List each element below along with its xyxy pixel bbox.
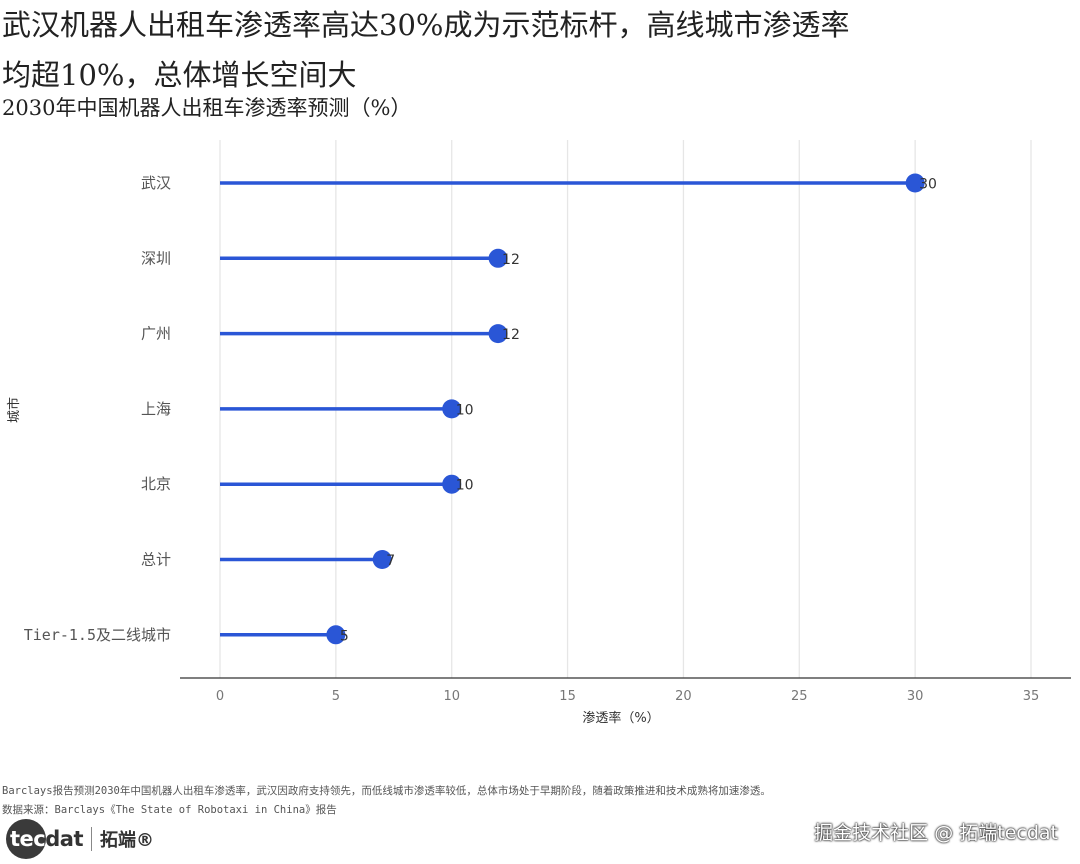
category-label: 上海 [141,400,171,418]
category-label: 武汉 [141,174,171,192]
logo-wordmark-first: tec [10,827,46,851]
x-tick-label: 30 [907,689,924,704]
data-label: 10 [456,478,474,494]
chart-note: Barclays报告预测2030年中国机器人出租车渗透率，武汉因政府支持领先，而… [2,785,771,797]
title-line-1: 武汉机器人出租车渗透率高达30%成为示范标杆，高线城市渗透率 [2,8,850,42]
lollipop-dot [905,173,925,193]
lollipop-dot [488,248,508,268]
data-label: 30 [919,177,937,193]
lollipop-dot [442,474,462,494]
category-label: 北京 [141,475,171,493]
watermark: 掘金技术社区 @ 拓端tecdat [814,822,1058,844]
x-tick-label: 5 [332,689,340,704]
data-label: 5 [340,628,349,644]
data-label: 10 [456,402,474,418]
x-tick-label: 25 [791,689,808,704]
data-source: 数据来源：Barclays《The State of Robotaxi in C… [2,804,337,816]
lollipop-dot [488,324,508,344]
data-label: 12 [502,252,520,268]
x-tick-label: 10 [443,689,460,704]
logo-cn-text: 拓端® [99,830,154,851]
x-tick-label: 15 [559,689,576,704]
data-marks: 30 12 12 10 10 7 5 [220,173,937,645]
grid-lines [219,140,1032,678]
category-label: Tier-1.5及二线城市 [24,626,171,644]
y-axis-title: 城市 [6,397,22,423]
category-label: 深圳 [141,249,171,267]
lollipop-dot [326,625,346,645]
x-tick-label: 0 [216,689,224,704]
tecdat-logo: tecdat 拓端® [6,818,154,860]
x-tick-label: 35 [1023,689,1040,704]
category-label: 广州 [141,325,171,343]
logo-divider [90,827,92,851]
x-axis: 0 5 10 15 20 25 30 35 [180,677,1071,704]
title-line-2: 均超10%，总体增长空间大 [2,58,357,92]
logo-circle-icon [6,819,46,859]
data-label: 7 [386,553,395,569]
data-label: 12 [502,327,520,343]
logo-wordmark-rest: dat [45,827,83,851]
lollipop-dot [442,399,462,419]
x-tick-label: 20 [675,689,692,704]
chart-subtitle: 2030年中国机器人出租车渗透率预测（%） [2,96,412,120]
chart-title: 武汉机器人出租车渗透率高达30%成为示范标杆，高线城市渗透率 均超10%，总体增… [0,0,1080,100]
logo-wordmark: tecdat [10,827,83,851]
x-axis-title: 渗透率（%） [582,710,659,726]
lollipop-dot [372,550,392,569]
category-label: 总计 [141,551,171,569]
